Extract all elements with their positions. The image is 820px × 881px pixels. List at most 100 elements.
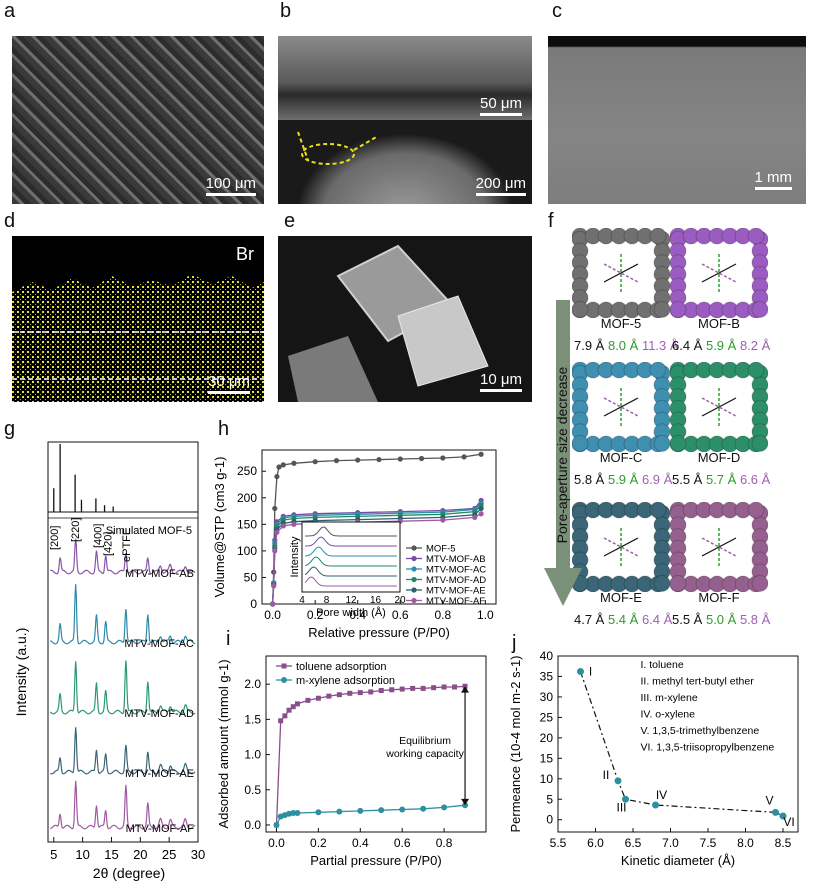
optical-image-e: 10 μm xyxy=(278,236,532,402)
data-point xyxy=(441,804,448,811)
mof-framework-graphic xyxy=(669,361,769,453)
data-point xyxy=(462,683,468,689)
x-axis-label: 2θ (degree) xyxy=(93,865,165,881)
mof-framework-graphic xyxy=(571,227,671,319)
data-point xyxy=(462,802,469,809)
pore-size-values: 5.5 Å 5.0 Å 5.8 Å xyxy=(672,612,770,627)
legend-marker xyxy=(411,587,417,593)
atom-sphere xyxy=(653,574,671,592)
mof-framework-graphic xyxy=(571,361,671,453)
xrd-trace xyxy=(50,538,196,575)
y-tick-label: 1.0 xyxy=(244,748,261,762)
data-point xyxy=(779,812,787,820)
arrow-head-down xyxy=(461,798,470,806)
data-point xyxy=(312,459,318,465)
pore-size-s2: 5.4 Å xyxy=(607,612,642,627)
atom-sphere xyxy=(669,434,687,452)
inset-x-tick-label: 4 xyxy=(299,595,305,606)
y-tick-label: 100 xyxy=(237,544,257,558)
inset-psd-trace xyxy=(305,546,397,557)
panel-label-a: a xyxy=(4,0,16,22)
highlight-outline xyxy=(297,131,379,165)
y-tick-label: 35 xyxy=(540,669,554,683)
data-point xyxy=(291,460,297,466)
y-axis-label: Volume@STP (cm3 g-1) xyxy=(212,457,227,598)
pore-size-s1: 6.4 Å xyxy=(672,338,706,353)
scale-bar-b-top: 50 μm xyxy=(480,95,522,116)
panel-label-g: g xyxy=(4,418,16,440)
inset-psd-trace xyxy=(304,556,397,567)
y-tick-label: 150 xyxy=(237,517,257,531)
data-point xyxy=(280,462,286,468)
trace-label: MTV-MOF-AE xyxy=(125,768,194,780)
data-point xyxy=(478,511,484,517)
inset-x-tick-label: 16 xyxy=(370,595,382,606)
inset-x-tick-label: 20 xyxy=(394,595,406,606)
data-point xyxy=(333,458,340,464)
pore-size-arrow-label: Pore-aperture size decrease xyxy=(554,366,570,544)
data-point xyxy=(368,689,374,695)
x-tick-label: 5.5 xyxy=(550,836,567,850)
atom-sphere xyxy=(653,434,671,452)
data-point xyxy=(270,601,276,607)
mof-framework-2 xyxy=(669,227,769,319)
permeance-line xyxy=(579,671,784,817)
xrd-trace xyxy=(49,660,196,715)
x-tick-label: 25 xyxy=(162,847,176,862)
trace-label: MTV-MOF-AB xyxy=(125,568,194,580)
data-point xyxy=(478,451,484,457)
xrd-trace xyxy=(50,780,196,830)
pore-size-s1: 5.8 Å xyxy=(574,472,608,487)
panel-label-f: f xyxy=(548,210,554,232)
data-point xyxy=(399,806,406,813)
arrow-head-up xyxy=(461,686,470,693)
pore-size-values: 5.5 Å 5.7 Å 6.6 Å xyxy=(672,472,770,487)
mof-framework-graphic xyxy=(669,501,769,593)
pore-size-s1: 7.9 Å xyxy=(574,338,608,353)
aperture-line-purple xyxy=(701,537,737,557)
atom-sphere xyxy=(649,361,667,379)
inset-psd-trace xyxy=(304,566,397,577)
data-point xyxy=(410,685,416,691)
data-point xyxy=(336,692,342,698)
xrd-trace xyxy=(50,584,196,645)
x-tick-label: 8.0 xyxy=(737,836,754,850)
mof-framework-4 xyxy=(669,361,769,453)
scale-text-d: 30 μm xyxy=(208,373,250,390)
x-tick-label: 0.4 xyxy=(349,608,366,622)
y-tick-label: 0.5 xyxy=(244,783,261,797)
inset-x-tick-label: 8 xyxy=(324,595,330,606)
panel-label-d: d xyxy=(4,210,16,232)
y-tick-label: 2.0 xyxy=(244,677,261,691)
aperture-line-black xyxy=(603,397,639,417)
mof-name: MOF-E xyxy=(600,590,642,605)
isotherm-line xyxy=(271,453,482,605)
legend-marker xyxy=(411,566,417,572)
x-tick-label: 6.0 xyxy=(587,836,604,850)
y-axis-label: Adsorbed amount (mmol g-1) xyxy=(216,659,231,828)
plot-frame xyxy=(557,655,799,833)
inset-frame xyxy=(301,521,401,593)
panel-label-c: c xyxy=(552,0,562,22)
data-point xyxy=(461,454,467,460)
peak-label: [200] xyxy=(49,526,61,550)
y-tick-label: 0 xyxy=(250,597,257,611)
mof-framework-graphic xyxy=(571,501,671,593)
pore-size-s3: 6.9 Å xyxy=(641,472,673,487)
atom-sphere xyxy=(669,574,687,592)
data-point xyxy=(278,718,284,724)
legend-marker xyxy=(411,576,417,583)
mof-name: MOF-C xyxy=(599,450,643,465)
chart-j-permeance: 5.5 6.0 6.5 7.0 7.5 8.0 8.5 0 5 10 15 20 25 30 35 40 Kin… xyxy=(508,649,799,868)
peak-label: [420] xyxy=(102,532,114,556)
atom-sphere xyxy=(747,361,765,379)
data-point xyxy=(294,809,301,816)
trace-label: MTV-MOF-AF xyxy=(126,823,195,835)
data-point xyxy=(389,687,395,693)
aperture-line-purple xyxy=(701,263,737,283)
data-point xyxy=(274,529,280,535)
x-axis-label: Partial pressure (P/P0) xyxy=(310,853,442,868)
sem-image-b-top: 50 μm xyxy=(278,36,532,120)
x-tick-label: 0.6 xyxy=(392,608,409,622)
pore-size-s2: 5.9 Å xyxy=(607,472,642,487)
